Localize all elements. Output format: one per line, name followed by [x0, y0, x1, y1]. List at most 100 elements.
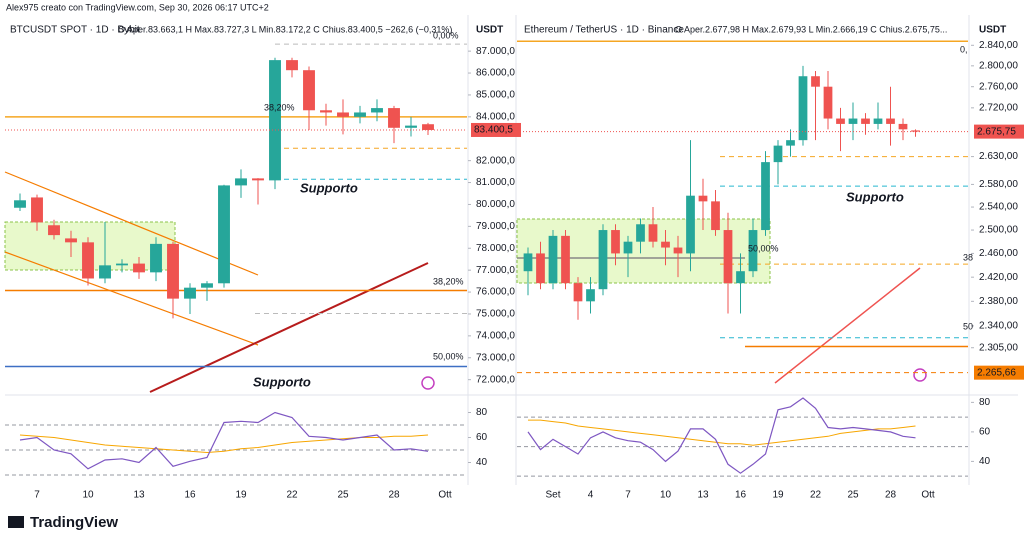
- rsi-ma-line: [528, 419, 916, 446]
- candle-body: [14, 200, 26, 208]
- x-tick-label: 7: [625, 490, 631, 501]
- candle-body: [269, 60, 281, 181]
- y-tick-label: 85.000,0: [476, 90, 515, 101]
- annotation: 38,20%: [264, 102, 295, 112]
- y-tick-label: 81.000,0: [476, 177, 515, 188]
- candle-body: [184, 287, 196, 299]
- rsi-tick-label: 60: [476, 432, 488, 443]
- trend-line: [774, 267, 921, 384]
- y-tick-label: 82.000,0: [476, 155, 515, 166]
- y-tick-label: 2.305,00: [979, 342, 1018, 353]
- candle-body: [611, 230, 620, 254]
- candle-body: [303, 70, 315, 111]
- price-tag-label: 2.675,75: [977, 126, 1016, 137]
- candle-body: [167, 243, 179, 299]
- y-tick-label: 76.000,0: [476, 287, 515, 298]
- rsi-tick-label: 60: [979, 427, 991, 438]
- price-tag-label: 2.265,66: [977, 367, 1016, 378]
- candle-body: [561, 235, 570, 284]
- candle-body: [82, 242, 94, 279]
- x-tick-label: 28: [388, 490, 400, 501]
- y-tick-label: 2.760,00: [979, 81, 1018, 92]
- currency-label: USDT: [979, 25, 1006, 36]
- y-tick-label: 2.630,00: [979, 151, 1018, 162]
- annotation: Supporto: [300, 180, 358, 195]
- candle-body: [911, 130, 920, 132]
- x-tick-label: 25: [847, 490, 859, 501]
- x-tick-label: 10: [660, 490, 672, 501]
- x-tick-label: 16: [735, 490, 747, 501]
- x-tick-label: Ott: [438, 490, 452, 501]
- rsi-tick-label: 40: [476, 457, 488, 468]
- y-tick-label: 2.340,00: [979, 321, 1018, 332]
- x-tick-label: 13: [697, 490, 709, 501]
- candle-body: [673, 247, 683, 254]
- annotation: Supporto: [846, 189, 904, 204]
- candle-body: [548, 235, 558, 284]
- rsi-line: [19, 411, 429, 470]
- y-tick-label: 2.720,00: [979, 102, 1018, 113]
- candle-body: [811, 76, 820, 87]
- candle-body: [648, 224, 658, 242]
- x-tick-label: 4: [588, 490, 594, 501]
- trend-line: [149, 262, 429, 393]
- candle-body: [848, 118, 858, 124]
- candle-body: [723, 230, 733, 284]
- channel-line: [4, 251, 259, 346]
- rsi-tick-label: 80: [476, 407, 488, 418]
- candle-body: [150, 243, 162, 273]
- candle-body: [388, 108, 400, 128]
- event-icon: [913, 368, 927, 382]
- channel-line: [4, 171, 259, 276]
- candle-body: [623, 241, 633, 254]
- header: Alex975 creato con TradingView.com, Sep …: [6, 2, 269, 12]
- x-tick-label: Ott: [921, 490, 935, 501]
- candle-body: [371, 108, 383, 113]
- y-tick-label: 77.000,0: [476, 265, 515, 276]
- candle-body: [201, 283, 213, 288]
- candle-body: [235, 178, 247, 186]
- candle-body: [836, 118, 845, 124]
- y-tick-label: 75.000,0: [476, 309, 515, 320]
- candle-body: [99, 265, 111, 279]
- chart-title: Ethereum / TetherUS · 1D · Binance: [524, 25, 684, 36]
- rsi-tick-label: 40: [979, 456, 991, 467]
- candle-body: [773, 145, 783, 163]
- y-tick-label: 2.800,00: [979, 60, 1018, 71]
- candle-body: [798, 76, 808, 141]
- logo-icon: [8, 516, 24, 528]
- candle-body: [886, 118, 895, 124]
- ohlc-label: O Aper.83.663,1 H Max.83.727,3 L Min.83.…: [118, 24, 452, 34]
- candle-body: [898, 123, 908, 130]
- candle-body: [337, 112, 349, 117]
- y-tick-label: 2.380,00: [979, 296, 1018, 307]
- y-tick-label: 2.840,00: [979, 40, 1018, 51]
- candle-body: [861, 118, 870, 124]
- y-tick-label: 78.000,0: [476, 243, 515, 254]
- x-tick-label: 16: [184, 490, 196, 501]
- x-tick-label: 25: [337, 490, 349, 501]
- x-tick-label: 19: [235, 490, 247, 501]
- annotation: 38: [963, 252, 973, 262]
- candle-body: [523, 253, 533, 272]
- price-tag-label: 83.400,5: [474, 125, 513, 136]
- chart-title: BTCUSDT SPOT · 1D · Bybit: [10, 25, 140, 36]
- candle-body: [711, 201, 720, 231]
- x-tick-label: 22: [286, 490, 298, 501]
- y-tick-label: 84.000,0: [476, 111, 515, 122]
- y-tick-label: 80.000,0: [476, 199, 515, 210]
- annotation: 50,00%: [433, 351, 464, 361]
- candle-body: [573, 283, 583, 302]
- candle-body: [586, 289, 595, 302]
- candle-body: [698, 195, 708, 202]
- candle-body: [422, 124, 434, 130]
- y-tick-label: 2.460,00: [979, 248, 1018, 259]
- candle-body: [65, 238, 77, 243]
- currency-label: USDT: [476, 25, 503, 36]
- candle-body: [218, 185, 230, 284]
- x-tick-label: Set: [545, 490, 560, 501]
- y-tick-label: 87.000,0: [476, 46, 515, 57]
- candle-body: [405, 125, 417, 128]
- candle-body: [823, 86, 833, 119]
- y-tick-label: 74.000,0: [476, 331, 515, 342]
